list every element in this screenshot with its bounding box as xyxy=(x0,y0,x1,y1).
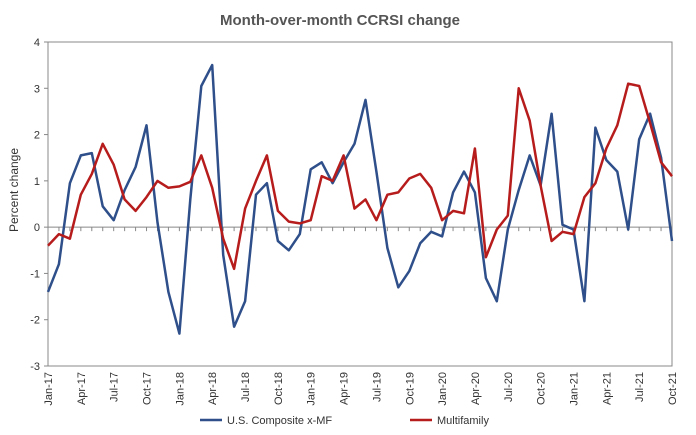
x-tick-label: Apr-18 xyxy=(207,372,219,405)
y-tick-label: 2 xyxy=(34,130,40,142)
x-tick-label: Oct-21 xyxy=(667,372,679,405)
y-tick-label: -2 xyxy=(30,315,40,327)
x-tick-label: Jan-18 xyxy=(174,372,186,406)
x-tick-label: Jul-18 xyxy=(240,372,252,402)
y-tick-label: -1 xyxy=(30,268,40,280)
y-tick-label: 4 xyxy=(34,37,40,49)
legend: U.S. Composite x-MF Multifamily xyxy=(200,415,489,427)
y-tick-label: 3 xyxy=(34,83,40,95)
x-tick-label: Oct-18 xyxy=(273,372,285,405)
series-line-us-composite-x-mf xyxy=(46,63,674,335)
chart-title: Month-over-month CCRSI change xyxy=(220,12,460,29)
series-line-multifamily xyxy=(47,82,673,271)
x-tick-label: Jul-20 xyxy=(503,372,515,402)
x-tick-label: Jan-20 xyxy=(437,372,449,406)
x-tick-label: Jul-17 xyxy=(109,372,121,402)
x-tick-label: Oct-19 xyxy=(404,372,416,405)
x-tick-label: Jul-21 xyxy=(634,372,646,402)
x-tick-label: Jan-19 xyxy=(306,372,318,406)
x-tick-label: Jan-21 xyxy=(568,372,580,406)
y-tick-label: 1 xyxy=(34,176,40,188)
x-tick-label: Oct-20 xyxy=(536,372,548,405)
x-tick-label: Apr-21 xyxy=(601,372,613,405)
legend-label: U.S. Composite x-MF xyxy=(227,415,332,427)
x-tick-label: Oct-17 xyxy=(142,372,154,405)
legend-label: Multifamily xyxy=(437,415,489,427)
x-tick-label: Apr-17 xyxy=(76,372,88,405)
series-lines xyxy=(46,63,674,335)
x-tick-label: Apr-19 xyxy=(339,372,351,405)
y-tick-label: 0 xyxy=(34,222,40,234)
x-axis: Jan-17 Apr-17 Jul-17 Oct-17 Jan-18 Apr-18 Jul-… xyxy=(43,227,679,406)
x-tick-label: Jul-19 xyxy=(371,372,383,402)
y-axis-label: Percent change xyxy=(7,148,21,232)
y-tick-label: -3 xyxy=(30,361,40,373)
x-tick-label: Jan-17 xyxy=(43,372,55,406)
x-tick-label: Apr-20 xyxy=(470,372,482,405)
y-axis: -3 -2 -1 0 1 2 3 4 xyxy=(30,37,48,373)
